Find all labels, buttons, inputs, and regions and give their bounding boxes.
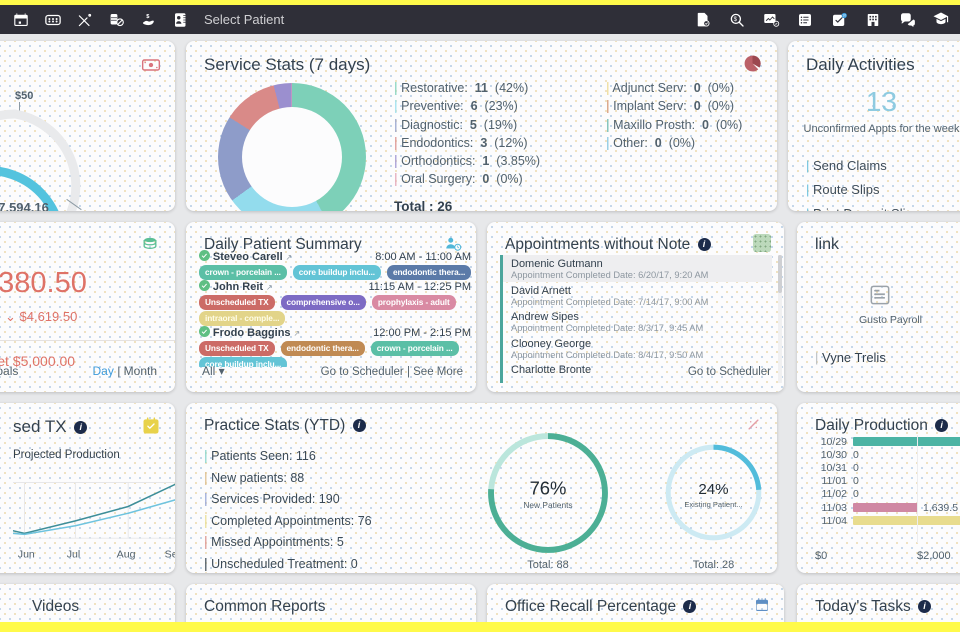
svg-text:Sep: Sep bbox=[165, 548, 175, 560]
svg-text:10: 10 bbox=[842, 13, 846, 17]
svg-text:$: $ bbox=[734, 17, 738, 23]
svg-text:$: $ bbox=[146, 13, 150, 19]
svg-text:Jun: Jun bbox=[18, 548, 35, 560]
svg-text:Aug: Aug bbox=[117, 548, 136, 560]
svg-text:Jul: Jul bbox=[67, 548, 80, 560]
svg-text:Existing Patient...: Existing Patient... bbox=[684, 500, 742, 509]
svg-text:76%: 76% bbox=[530, 478, 567, 499]
svg-text:24%: 24% bbox=[698, 481, 728, 498]
svg-text:New Patients: New Patients bbox=[523, 500, 572, 510]
